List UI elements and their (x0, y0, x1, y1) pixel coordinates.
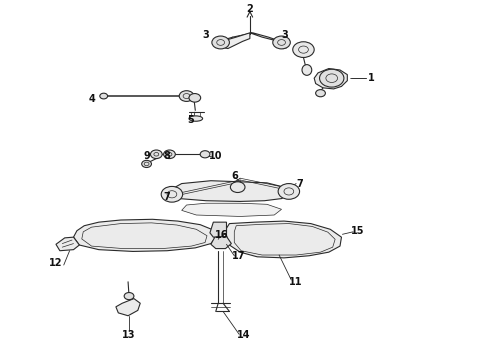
Circle shape (189, 94, 201, 102)
Circle shape (161, 186, 183, 202)
Circle shape (230, 182, 245, 193)
Polygon shape (210, 222, 226, 237)
Text: 9: 9 (143, 151, 150, 161)
Ellipse shape (189, 116, 202, 121)
Text: 17: 17 (232, 251, 246, 261)
Text: 14: 14 (237, 330, 251, 341)
Polygon shape (314, 68, 347, 89)
Text: 2: 2 (246, 4, 253, 14)
Text: 13: 13 (122, 330, 136, 341)
Text: 15: 15 (351, 226, 365, 236)
Polygon shape (172, 181, 289, 202)
Text: 10: 10 (209, 151, 222, 161)
Circle shape (164, 150, 175, 158)
Circle shape (273, 36, 290, 49)
Circle shape (316, 90, 325, 97)
Circle shape (200, 151, 210, 158)
Polygon shape (250, 33, 287, 49)
Polygon shape (116, 298, 140, 316)
Text: 4: 4 (88, 94, 95, 104)
Text: 3: 3 (203, 30, 209, 40)
Circle shape (212, 36, 229, 49)
Text: 3: 3 (282, 30, 288, 40)
Circle shape (100, 93, 108, 99)
Circle shape (179, 91, 194, 102)
Polygon shape (182, 203, 282, 216)
Circle shape (150, 150, 162, 158)
Text: 16: 16 (215, 230, 228, 240)
Circle shape (142, 160, 151, 167)
Text: 7: 7 (164, 192, 171, 202)
Ellipse shape (302, 64, 312, 75)
Text: 6: 6 (231, 171, 238, 181)
Polygon shape (74, 219, 216, 251)
Circle shape (124, 293, 134, 300)
Polygon shape (211, 237, 231, 249)
Text: 1: 1 (368, 73, 375, 83)
Text: 12: 12 (49, 258, 63, 268)
Text: 11: 11 (290, 277, 303, 287)
Polygon shape (226, 221, 342, 258)
Text: 8: 8 (164, 151, 171, 161)
Text: 7: 7 (296, 179, 303, 189)
Polygon shape (221, 33, 250, 49)
Circle shape (278, 184, 299, 199)
Circle shape (293, 42, 314, 58)
Polygon shape (56, 237, 79, 251)
Text: 5: 5 (187, 115, 194, 125)
Circle shape (319, 69, 344, 87)
